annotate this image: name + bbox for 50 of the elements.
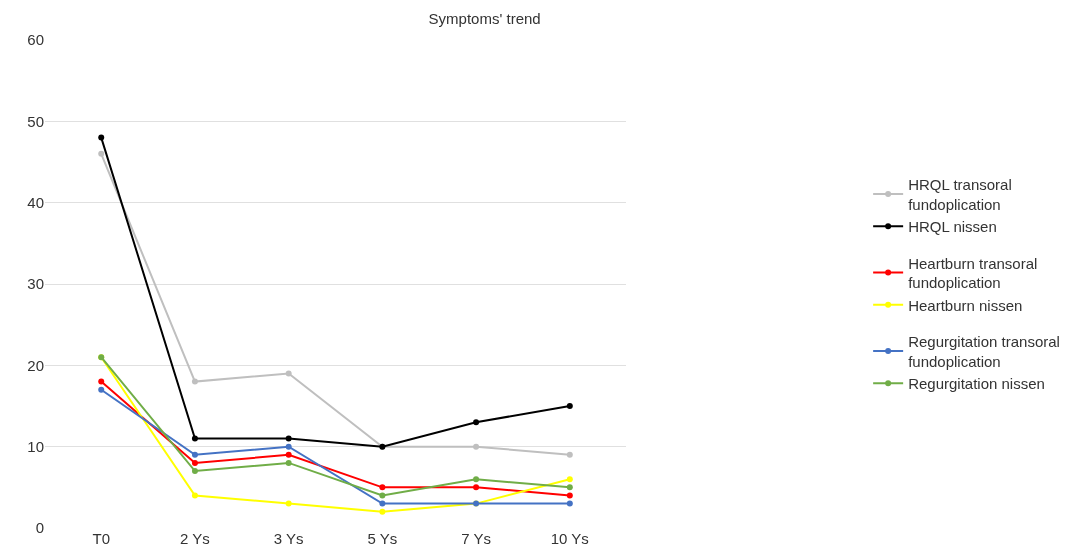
y-tick-label: 40: [27, 193, 44, 211]
point: [566, 476, 573, 483]
point: [191, 459, 198, 466]
y-tick-label: 10: [27, 437, 44, 455]
y-tick-label: 0: [35, 519, 44, 537]
point: [98, 386, 105, 393]
point: [285, 500, 292, 507]
x-tick-label: 10 Ys: [550, 530, 589, 547]
chart-title: Symptoms' trend: [428, 10, 541, 28]
legend-label: Regurgitation transoral fundoplication: [908, 333, 1060, 370]
legend-label: HRQL nissen: [908, 218, 997, 236]
point: [191, 435, 198, 442]
point: [285, 435, 292, 442]
point: [285, 443, 292, 450]
point: [98, 134, 105, 141]
point: [379, 508, 386, 515]
x-tick-label: 7 Ys: [461, 530, 491, 547]
point: [191, 378, 198, 385]
y-tick-label: 20: [27, 356, 44, 374]
point: [379, 484, 386, 491]
point: [379, 500, 386, 507]
legend-label: Regurgitation nissen: [908, 375, 1045, 393]
point: [473, 476, 480, 483]
point: [566, 451, 573, 458]
x-tick-label: 2 Ys: [180, 530, 210, 547]
point: [473, 484, 480, 491]
point: [285, 459, 292, 466]
y-tick-label: 30: [27, 275, 44, 293]
point: [285, 370, 292, 377]
x-tick-label: 5 Ys: [367, 530, 398, 547]
point: [191, 451, 198, 458]
legend-label: HRQL transoral fundoplication: [908, 176, 1012, 213]
point: [473, 443, 480, 450]
point: [566, 500, 573, 507]
point: [473, 419, 480, 426]
y-tick-label: 60: [27, 31, 44, 49]
point: [379, 492, 386, 499]
point: [566, 403, 573, 409]
point: [191, 492, 198, 499]
x-tick-label: 3 Ys: [273, 530, 304, 547]
point: [191, 468, 198, 475]
y-tick-label: 50: [27, 112, 44, 130]
legend-label: Heartburn transoral fundoplication: [908, 254, 1038, 292]
point: [566, 492, 573, 499]
point: [98, 378, 105, 385]
x-tick-label: T0: [92, 530, 110, 547]
point: [566, 484, 573, 491]
point: [98, 150, 105, 157]
point: [285, 451, 292, 458]
legend-label: Heartburn nissen: [908, 296, 1023, 314]
